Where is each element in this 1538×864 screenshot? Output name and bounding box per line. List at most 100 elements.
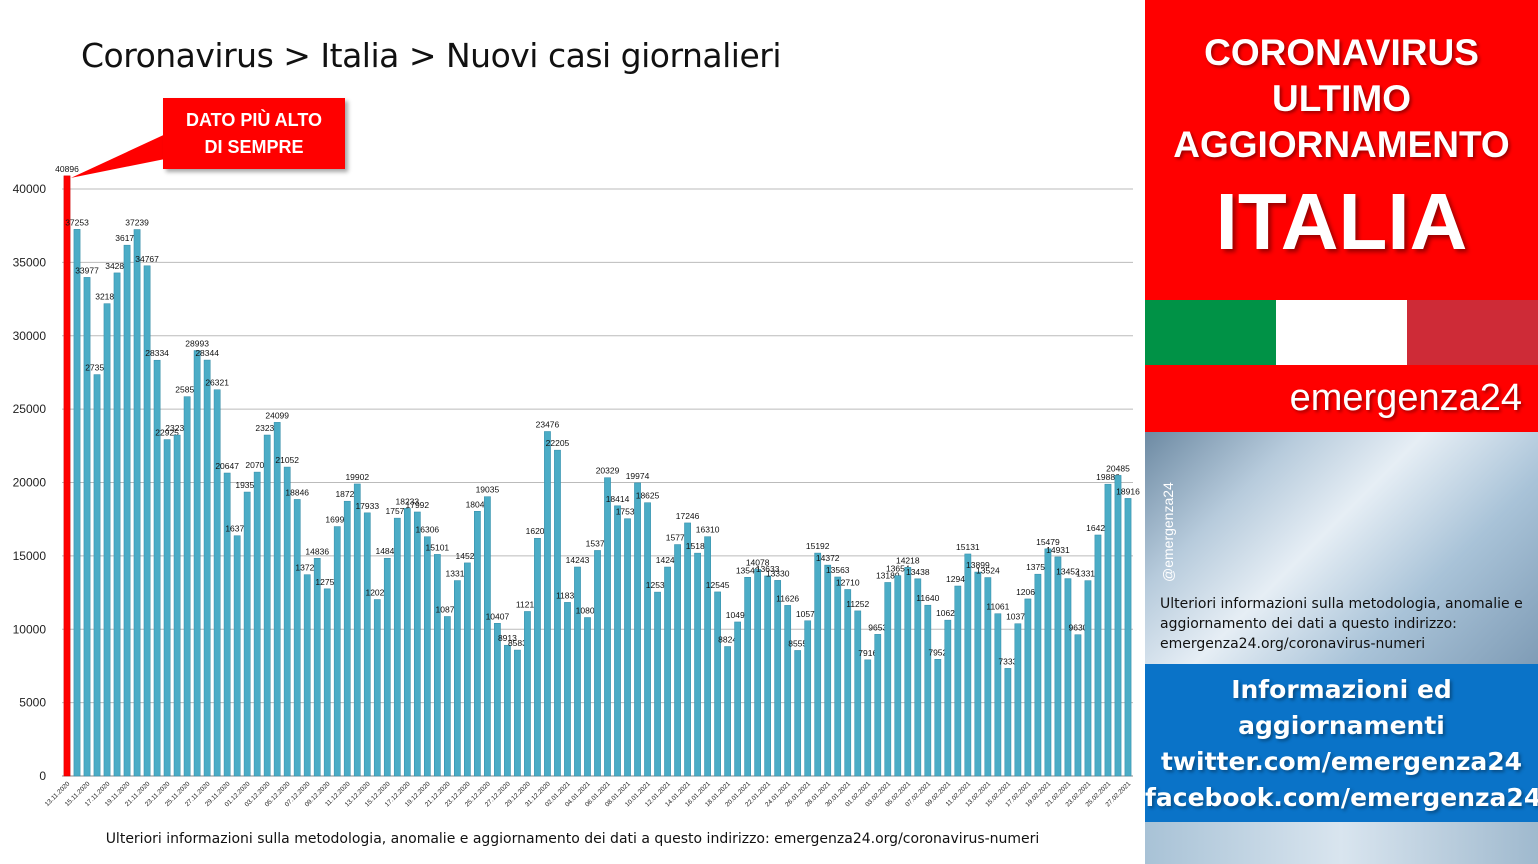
bar bbox=[864, 659, 872, 777]
data-label: 13563 bbox=[826, 565, 850, 575]
bar bbox=[373, 599, 381, 777]
bar bbox=[894, 575, 902, 777]
sidebar: CORONAVIRUS ULTIMO AGGIORNAMENTO ITALIA … bbox=[1145, 0, 1538, 864]
bar bbox=[454, 580, 461, 777]
data-label: 13899 bbox=[966, 560, 990, 570]
bar bbox=[413, 511, 421, 777]
data-label: 16424 bbox=[1086, 523, 1110, 533]
bar bbox=[474, 511, 481, 777]
bar bbox=[694, 552, 701, 777]
bar bbox=[1084, 580, 1092, 777]
bar bbox=[494, 623, 501, 777]
bar bbox=[704, 536, 711, 777]
data-label: 8913 bbox=[498, 633, 517, 643]
data-label: 13633 bbox=[756, 564, 780, 574]
bar bbox=[834, 576, 842, 777]
data-label: 8583 bbox=[508, 638, 527, 648]
twitter-link[interactable]: twitter.com/emergenza24 bbox=[1160, 747, 1523, 776]
data-label: 11626 bbox=[776, 593, 799, 603]
bar bbox=[904, 567, 912, 777]
bar bbox=[614, 505, 621, 777]
data-label: 17246 bbox=[676, 511, 700, 521]
data-label: 12025 bbox=[365, 588, 389, 598]
data-label: 16998 bbox=[325, 515, 349, 525]
data-label: 18916 bbox=[1116, 486, 1140, 496]
bar bbox=[73, 229, 81, 777]
data-label: 18726 bbox=[335, 489, 359, 499]
data-label: 23476 bbox=[536, 419, 560, 429]
brand-bar: emergenza24 bbox=[1145, 365, 1538, 432]
data-label: 14840 bbox=[375, 546, 399, 556]
data-label: 34283 bbox=[105, 261, 129, 271]
y-tick-label: 25000 bbox=[13, 402, 47, 416]
bar bbox=[433, 554, 441, 777]
bar bbox=[464, 562, 471, 777]
y-tick-label: 35000 bbox=[13, 255, 47, 269]
bar bbox=[133, 229, 141, 777]
bar bbox=[754, 569, 762, 777]
bottom-photo-strip bbox=[1145, 822, 1538, 864]
bar bbox=[954, 585, 962, 777]
data-label: 10407 bbox=[486, 611, 510, 621]
bar bbox=[353, 483, 361, 777]
data-label: 15101 bbox=[426, 542, 450, 552]
data-label: 13318 bbox=[446, 569, 470, 579]
bar bbox=[163, 439, 171, 777]
data-label: 15773 bbox=[666, 533, 690, 543]
data-label: 7916 bbox=[858, 648, 877, 658]
data-label: 13753 bbox=[1026, 562, 1050, 572]
footnote: Ulteriori informazioni sulla metodologia… bbox=[105, 831, 1040, 847]
data-label: 13654 bbox=[886, 564, 910, 574]
data-label: 13438 bbox=[906, 567, 930, 577]
bar bbox=[1044, 548, 1052, 777]
data-label: 11061 bbox=[986, 602, 1009, 612]
bar bbox=[323, 588, 331, 777]
bar bbox=[313, 558, 321, 777]
data-label: 36173 bbox=[115, 233, 139, 243]
data-label: 19035 bbox=[476, 485, 500, 495]
bar bbox=[574, 566, 581, 777]
bar bbox=[1054, 556, 1062, 777]
facebook-link[interactable]: facebook.com/emergenza24 bbox=[1145, 783, 1538, 812]
data-label: 14218 bbox=[896, 555, 920, 565]
bar bbox=[233, 535, 241, 777]
data-label: 40896 bbox=[55, 164, 79, 174]
info-line-2: aggiornamenti bbox=[1238, 711, 1445, 740]
data-label: 37253 bbox=[65, 217, 89, 227]
data-label: 18414 bbox=[606, 494, 630, 504]
data-label: 14241 bbox=[656, 555, 680, 565]
y-tick-label: 0 bbox=[39, 769, 46, 783]
bar bbox=[554, 449, 561, 777]
bar-highlight bbox=[63, 175, 71, 777]
data-label: 20647 bbox=[215, 461, 239, 471]
handle-text: @emergenza24 bbox=[1160, 482, 1176, 582]
bar bbox=[624, 518, 631, 777]
data-label: 10621 bbox=[936, 608, 960, 618]
data-label: 20709 bbox=[245, 460, 269, 470]
bar bbox=[534, 537, 541, 777]
data-label: 15370 bbox=[586, 538, 610, 548]
bar bbox=[914, 578, 922, 777]
flag-white-band bbox=[1276, 300, 1407, 365]
bar bbox=[654, 591, 661, 777]
data-label: 26321 bbox=[205, 378, 229, 388]
data-label: 15131 bbox=[956, 542, 980, 552]
data-label: 18233 bbox=[396, 496, 420, 506]
bar bbox=[764, 575, 772, 777]
data-label: 20485 bbox=[1106, 463, 1130, 473]
data-label: 12710 bbox=[836, 577, 860, 587]
data-label: 10870 bbox=[436, 604, 460, 614]
data-label: 16202 bbox=[526, 526, 550, 536]
info-line-1: Informazioni ed bbox=[1231, 675, 1452, 704]
data-label: 15187 bbox=[686, 541, 710, 551]
bar bbox=[243, 491, 251, 777]
bar bbox=[644, 502, 651, 777]
bar bbox=[854, 610, 862, 777]
bar bbox=[634, 482, 641, 777]
bar bbox=[173, 434, 181, 777]
data-label: 14836 bbox=[305, 546, 329, 556]
data-label: 20329 bbox=[596, 466, 620, 476]
bar bbox=[1014, 623, 1022, 777]
data-label: 17933 bbox=[355, 501, 379, 511]
data-label: 18625 bbox=[636, 491, 660, 501]
